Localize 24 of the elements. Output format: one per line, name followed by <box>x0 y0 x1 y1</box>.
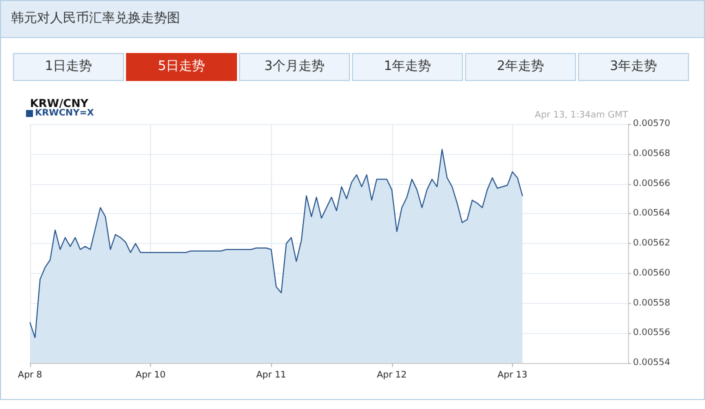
y-tick-label: 0.00558 <box>633 298 670 308</box>
x-tick-label: Apr 11 <box>256 370 286 380</box>
y-tick-label: 0.00554 <box>633 358 670 368</box>
legend-label: KRWCNY=X <box>35 108 94 118</box>
y-tick-label: 0.00566 <box>633 178 670 189</box>
text: 3年走势 <box>578 53 689 81</box>
text: 5日走势 <box>126 53 237 81</box>
x-tick-label: Apr 12 <box>376 370 407 380</box>
chart-title: 韩元对人民币汇率兑换走势图 <box>1 1 704 38</box>
text: 3个月走势 <box>239 53 350 81</box>
y-tick-label: 0.00570 <box>633 119 670 129</box>
text: 1日走势 <box>13 53 124 81</box>
y-tick-label: 0.00564 <box>633 208 670 219</box>
text: 2年走势 <box>465 53 576 81</box>
y-tick-label: 0.00568 <box>633 148 670 159</box>
x-tick-label: Apr 10 <box>136 370 166 380</box>
y-tick-label: 0.00560 <box>633 268 670 278</box>
text: Apr 13, 1:34am GMT <box>534 110 628 120</box>
chart-subtitle: KRW/CNY <box>30 97 90 110</box>
x-tick-label: Apr 13 <box>497 370 528 380</box>
y-tick-label: 0.00556 <box>633 328 670 338</box>
y-tick-label: 0.00562 <box>633 238 670 248</box>
x-tick-label: Apr 8 <box>18 370 42 380</box>
text: 1年走势 <box>352 53 463 81</box>
